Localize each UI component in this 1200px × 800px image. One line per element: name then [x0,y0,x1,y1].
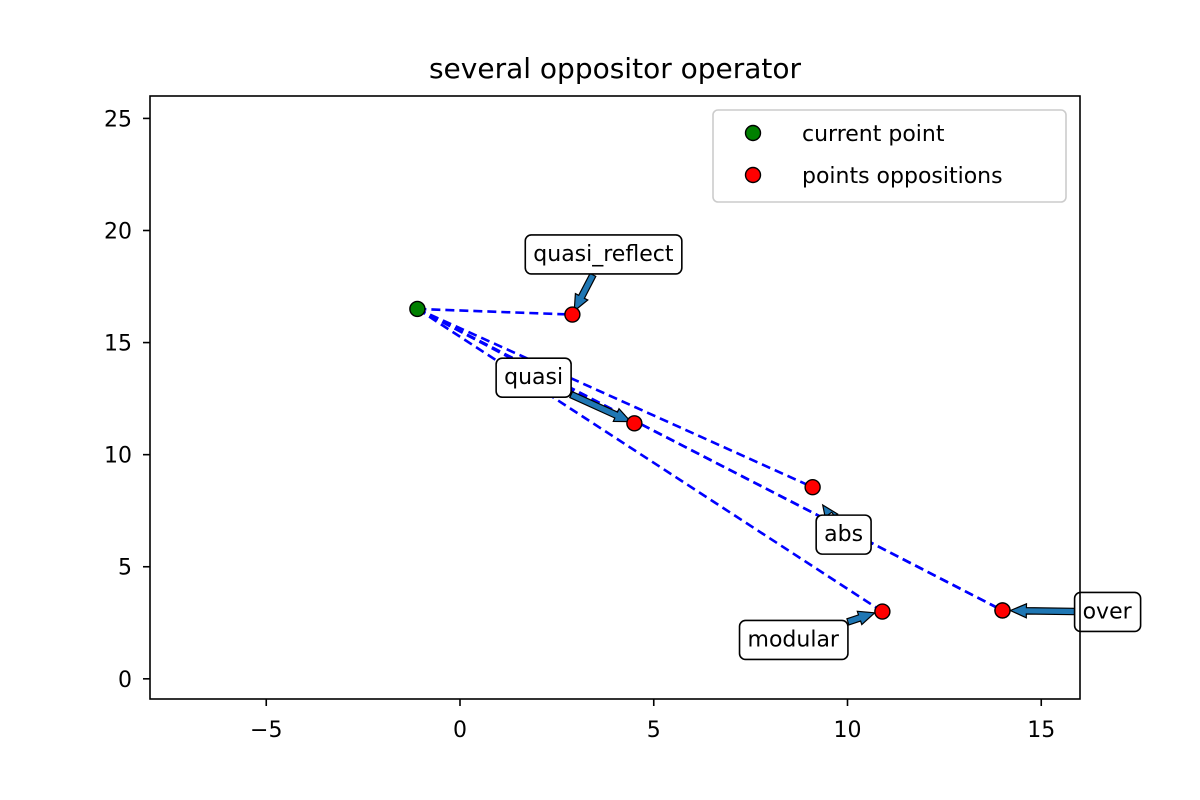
x-axis: −5 0 5 10 15 [250,699,1055,743]
opposition-point-marker [994,602,1011,619]
annotation-arrow [846,610,877,626]
chart-title: several oppositor operator [429,52,802,85]
legend-oppositions-marker [744,166,762,184]
opposition-point-marker [804,478,821,496]
annotation-box [524,234,683,275]
legend: current point points oppositions [712,109,1067,203]
y-tick-label: 25 [104,107,132,132]
x-tick-label: 15 [1027,718,1055,743]
legend-oppositions-label: points oppositions [802,164,1003,189]
x-tick-label: −5 [250,718,282,743]
opposition-point-marker [626,415,643,432]
y-tick-label: 5 [118,556,132,581]
annotation-arrow [1008,602,1076,619]
annotation-label: abs [824,522,863,547]
annotation-label: quasi [504,365,563,390]
y-tick-label: 20 [104,219,132,244]
annotation-box [815,514,872,555]
annotation-box [738,619,849,661]
annotation-arrow [573,272,597,313]
y-tick-label: 0 [118,668,132,693]
y-tick-label: 15 [104,332,132,357]
annotation-box [1073,591,1142,633]
current-point-marker [409,300,426,318]
connector-line [416,307,1004,612]
y-tick-label: 10 [104,444,132,469]
annotation-label: modular [748,627,840,652]
data-points [409,300,1011,620]
legend-current-point-marker [744,124,762,142]
x-tick-label: 10 [834,718,862,743]
annotation-box [495,357,572,399]
x-tick-label: 5 [647,718,661,743]
y-axis: 0 5 10 15 20 25 [104,107,150,693]
annotation-arrow [569,390,633,423]
annotation-label: over [1083,599,1133,624]
plot-frame [149,95,1081,700]
x-tick-label: 0 [453,718,467,743]
legend-box [712,109,1067,203]
opposition-point-marker [874,603,891,620]
connector-line [416,307,814,489]
opposition-point-marker [564,306,581,323]
connector-line [416,307,884,613]
annotation-label: quasi_reflect [533,242,674,267]
connector-line [417,307,573,316]
legend-current-point-label: current point [802,122,945,147]
annotation-arrows [569,272,1076,626]
